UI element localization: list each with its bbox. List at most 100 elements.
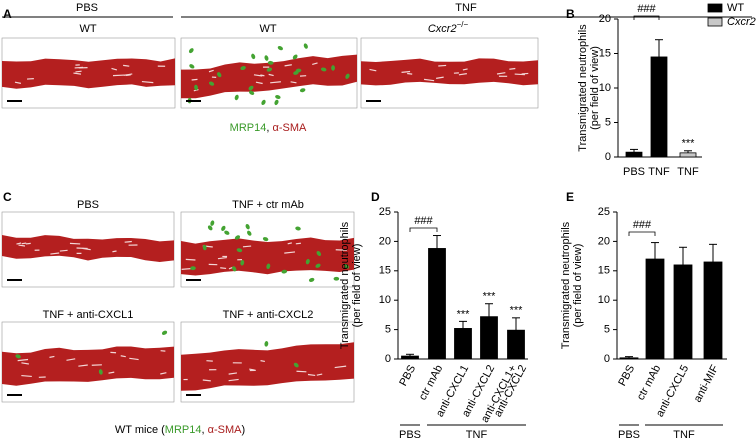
- vessel-texture: [296, 370, 307, 373]
- vessel-texture: [260, 74, 265, 77]
- vessel-texture: [111, 67, 118, 71]
- vessel-texture: [123, 73, 133, 76]
- vessel-texture: [509, 67, 516, 70]
- vessel-texture: [220, 267, 227, 270]
- neutrophil: [292, 54, 298, 60]
- vessel: [181, 237, 354, 276]
- neutrophil: [217, 72, 222, 78]
- legend-label-main: Cxcr2: [727, 16, 756, 28]
- y-tick-label: 10: [598, 294, 610, 306]
- vessel-texture: [17, 358, 29, 362]
- neutrophil: [299, 88, 306, 93]
- vessel-texture: [185, 258, 196, 261]
- legend-swatch: [707, 17, 723, 27]
- vessel-texture: [407, 72, 413, 75]
- vessel-texture: [76, 247, 88, 250]
- bar: [673, 264, 693, 360]
- neutrophil: [249, 90, 255, 96]
- neutrophil: [264, 55, 269, 61]
- y-tick-label: 5: [604, 324, 610, 336]
- neutrophil: [194, 84, 198, 91]
- vessel-texture: [16, 242, 22, 245]
- bar: [428, 248, 446, 360]
- caption-part: ,: [266, 122, 272, 134]
- y-tick-label: 0: [605, 151, 611, 163]
- vessel-texture: [141, 80, 154, 84]
- image-label: PBS: [77, 199, 99, 211]
- panel-letter: B: [566, 7, 575, 21]
- neutrophil: [248, 85, 254, 91]
- neutrophil: [333, 276, 340, 281]
- vessel-texture: [75, 70, 82, 73]
- vessel: [361, 58, 538, 86]
- neutrophil: [251, 53, 256, 60]
- bar: [679, 152, 697, 158]
- y-tick-label: 20: [379, 235, 391, 247]
- vessel-texture: [290, 81, 297, 84]
- legend-label-main: WT: [727, 2, 744, 14]
- vessel: [2, 346, 174, 386]
- error-bar: [625, 356, 633, 358]
- neutrophil: [240, 259, 245, 266]
- vessel-texture: [458, 73, 467, 76]
- vessel-texture: [260, 360, 265, 363]
- y-axis-label: (per field of view): [351, 244, 363, 328]
- vessel-texture: [401, 70, 411, 73]
- vessel-texture: [255, 81, 263, 85]
- significance-bracket: [633, 15, 660, 20]
- vessel-texture: [14, 81, 22, 84]
- vessel-texture: [120, 355, 126, 358]
- error-bar: [684, 150, 692, 153]
- neutrophil: [207, 225, 213, 231]
- vessel-texture: [242, 245, 252, 248]
- neutrophil: [343, 264, 349, 269]
- x-tick-label: TNF: [677, 166, 699, 178]
- image-label: Cxcr2−/−: [428, 20, 469, 35]
- neutrophil: [15, 354, 21, 359]
- x-tick-label: TNF: [648, 166, 670, 178]
- group-label: TNF: [466, 429, 488, 441]
- image-label: TNF + ctr mAb: [232, 199, 304, 211]
- y-axis-label: (per field of view): [589, 46, 601, 130]
- legend-label: Cxcr2−/−: [727, 13, 756, 28]
- y-tick-label: 10: [599, 82, 611, 94]
- group-label: PBS: [618, 429, 640, 441]
- vessel-texture: [307, 373, 316, 377]
- image-label: WT: [259, 23, 276, 35]
- neutrophil: [234, 94, 239, 101]
- vessel-texture: [208, 69, 214, 73]
- vessel-texture: [191, 78, 198, 81]
- neutrophil: [202, 244, 207, 251]
- bar: [625, 151, 643, 158]
- neutrophil: [189, 64, 195, 69]
- neutrophil: [320, 67, 327, 72]
- error-bar: [630, 148, 638, 153]
- vessel-texture: [462, 68, 468, 71]
- bar: [645, 258, 665, 360]
- neutrophil: [295, 226, 301, 231]
- error-bar: [679, 246, 687, 265]
- vessel-texture: [228, 378, 239, 382]
- neutrophil: [247, 230, 252, 236]
- vessel-texture: [424, 78, 435, 82]
- error-bar: [459, 320, 467, 329]
- neutrophil: [274, 99, 279, 106]
- neutrophil: [308, 277, 315, 282]
- image-caption: MRP14, α-SMA: [230, 122, 307, 134]
- vessel-texture: [270, 81, 281, 84]
- vessel-texture: [123, 64, 130, 67]
- vessel-texture: [21, 242, 27, 245]
- y-axis-label: Transmigrated neutrophils: [339, 221, 351, 349]
- vessel-texture: [202, 379, 211, 382]
- y-tick-label: 25: [598, 206, 610, 218]
- vessel-texture: [21, 374, 32, 378]
- image-label-sup: −/−: [457, 20, 469, 29]
- vessel-texture: [284, 251, 296, 254]
- vessel-texture: [21, 362, 29, 365]
- error-bar: [406, 353, 414, 357]
- significance: ###: [633, 219, 652, 231]
- panel-letter: A: [3, 7, 12, 21]
- micrographs: [1, 37, 539, 403]
- vessel-texture: [253, 74, 263, 77]
- neutrophil: [305, 258, 310, 265]
